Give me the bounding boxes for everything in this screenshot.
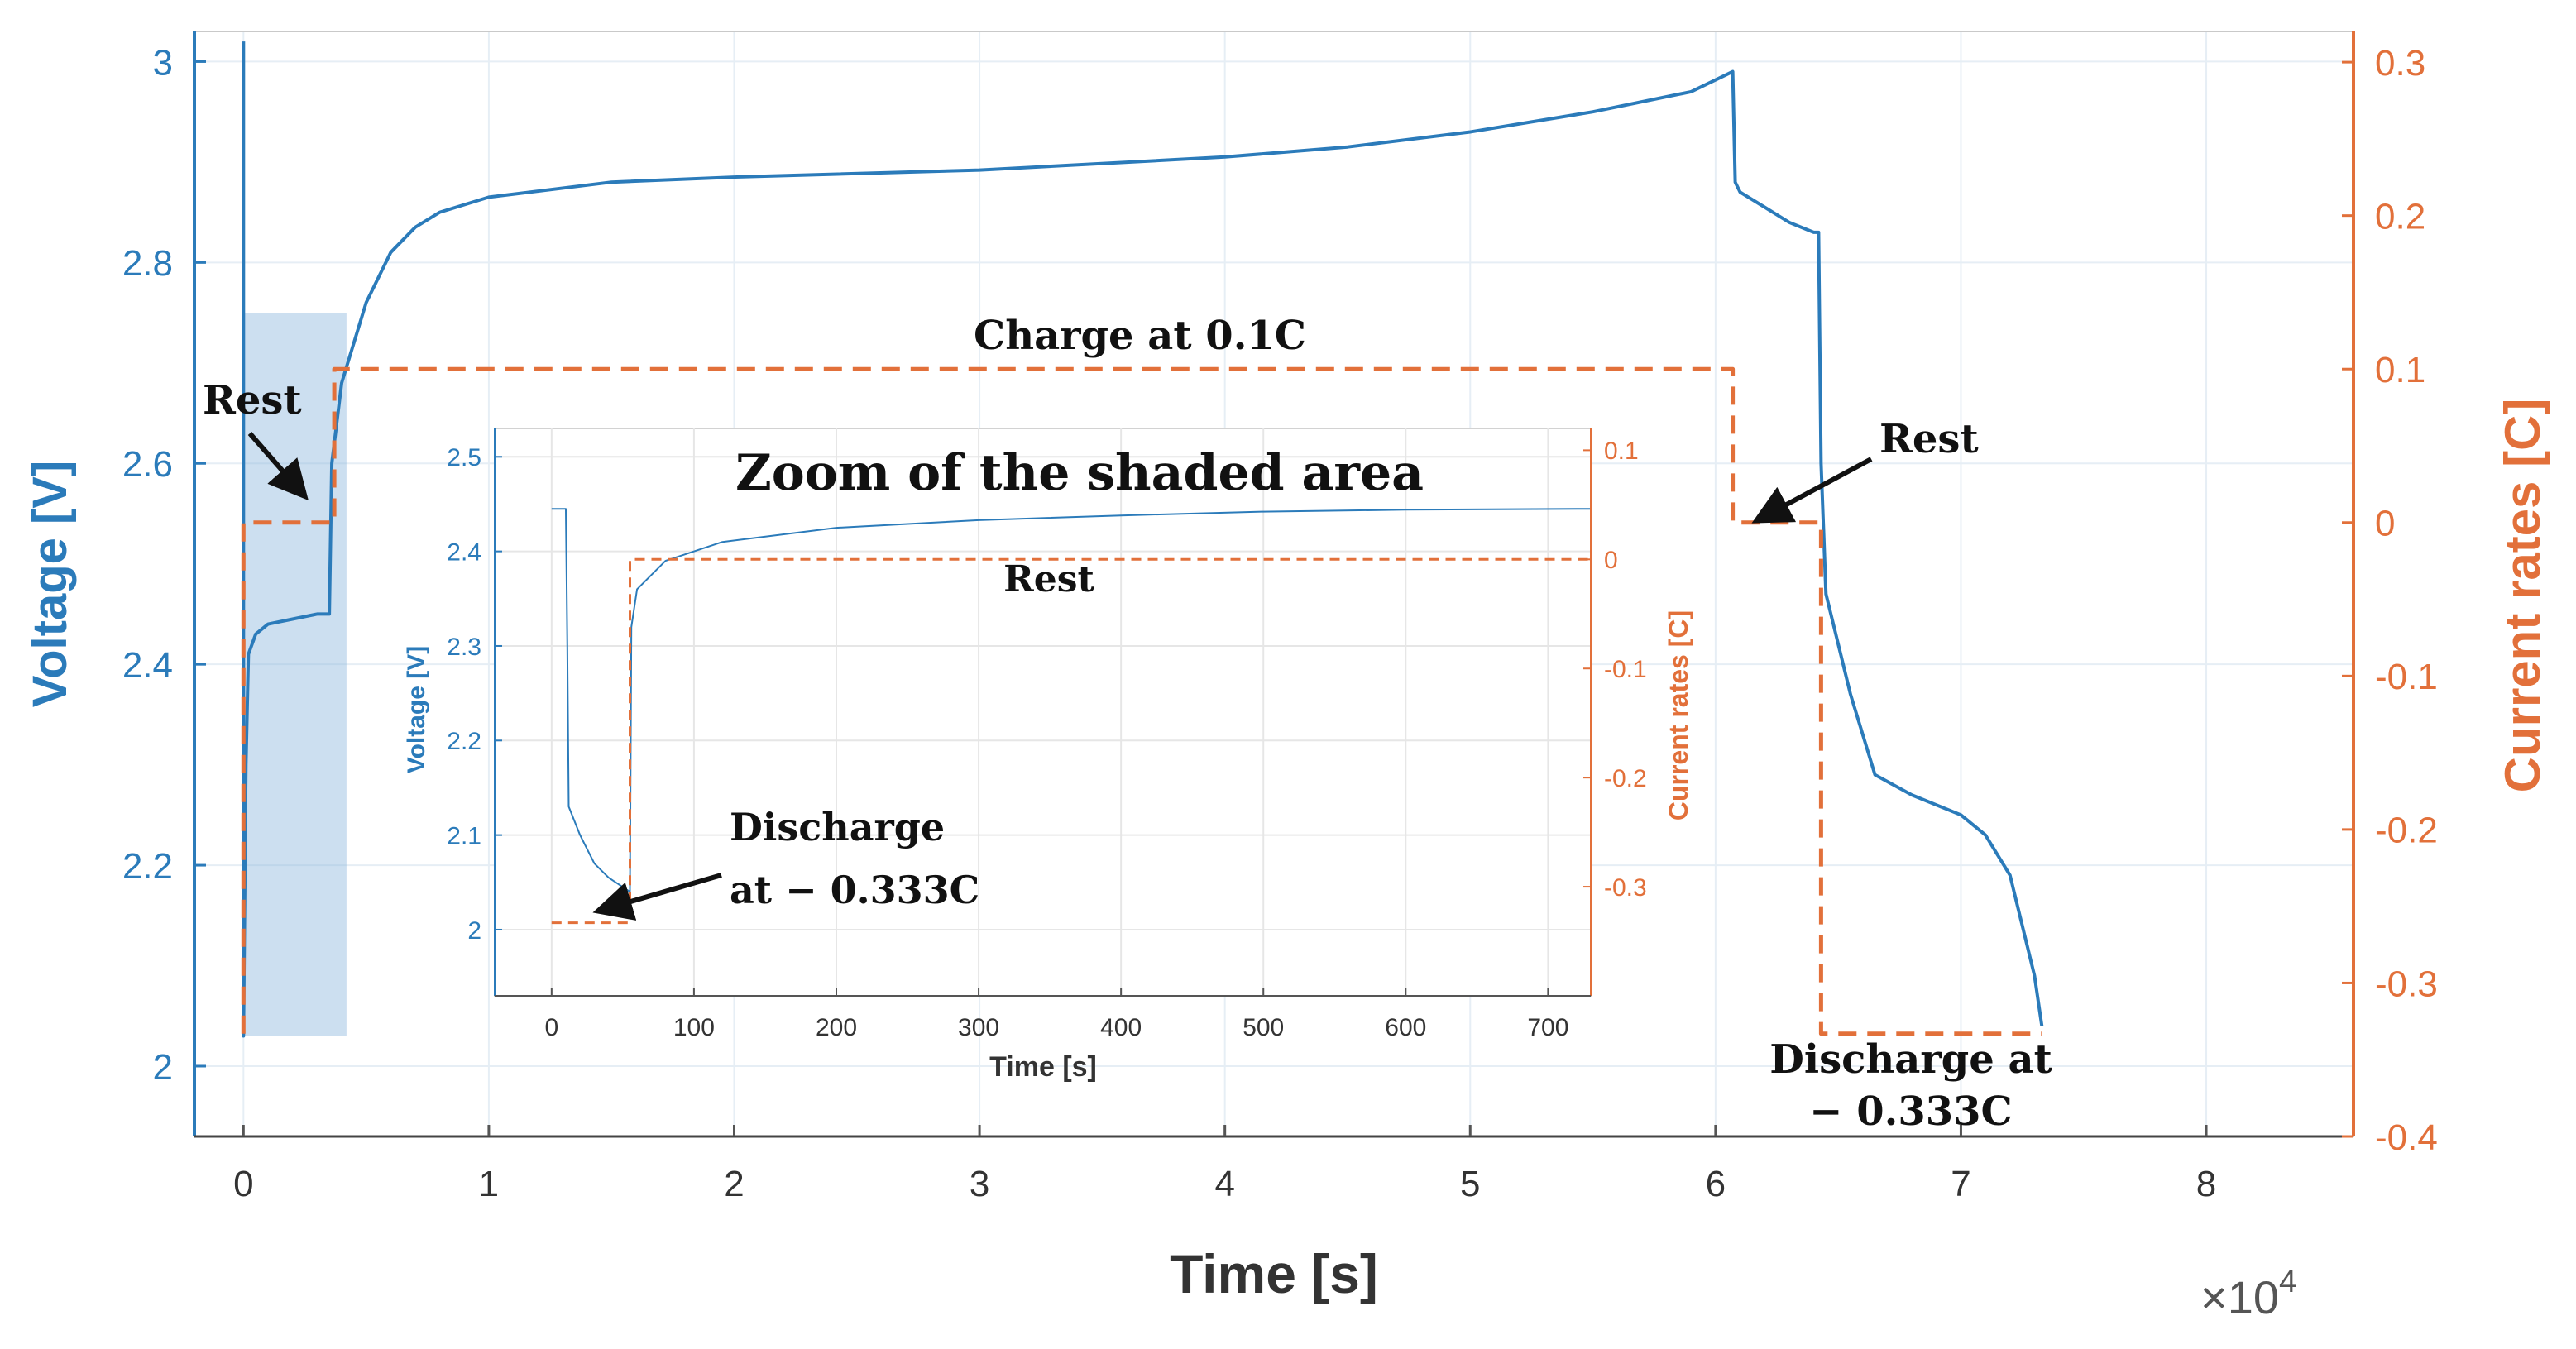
main-y-left-tick-label: 2.8 [122,243,173,284]
y-axis-right-title: Current rates [C] [2495,399,2550,793]
main-y-right-tick-label: 0.3 [2375,43,2425,84]
inset-x-title: Time [s] [989,1051,1097,1083]
inset-y-left-tick-label: 2.1 [447,822,481,849]
inset-x-tick-label: 600 [1385,1014,1426,1041]
inset-series-voltage [551,508,1592,893]
y-axis-left-title: Voltage [V] [23,461,77,708]
main-y-right-tick-label: 0.2 [2375,197,2425,237]
discharge-label-main-2: − 0.333C [1809,1088,2012,1135]
rest-arrow-left [247,432,309,501]
main-x-tick-label: 2 [724,1164,744,1204]
main-x-tick-label: 7 [1951,1164,1970,1204]
inset-y-right-tick-label: -0.2 [1604,765,1647,792]
shaded-area [243,313,347,1036]
main-y-right-tick-label: -0.3 [2375,964,2438,1004]
inset-y-right-tick-label: -0.3 [1604,874,1647,902]
main-series-current-rate [241,366,2042,1036]
main-x-tick-label: 6 [1706,1164,1726,1204]
inset-y-left-title: Voltage [V] [403,646,430,773]
inset-y-right-title: Current rates [C] [1664,610,1693,820]
inset-x-tick-label: 500 [1243,1014,1284,1041]
main-y-left-tick-label: 2.2 [122,846,173,887]
main-y-left-tick-label: 2 [153,1047,173,1088]
inset-y-right-tick-label: -0.1 [1604,656,1647,683]
x-multiplier: ×104 [2200,1265,2296,1323]
inset-x-tick-label: 700 [1527,1014,1568,1041]
inset-y-right-tick-label: 0 [1604,547,1618,574]
inset-title: Zoom of the shaded area [735,444,1424,502]
inset-x-tick-label: 400 [1100,1014,1142,1041]
main-y-right-tick-label: -0.1 [2375,657,2438,697]
main-y-right-tick-label: -0.2 [2375,811,2438,851]
inset-x-tick-label: 0 [544,1014,558,1041]
main-y-left-tick-label: 3 [153,42,173,83]
main-y-left-tick-label: 2.4 [122,645,173,686]
inset-discharge-arrow [592,873,722,921]
main-x-tick-label: 1 [479,1164,499,1204]
main-x-tick-label: 4 [1214,1164,1234,1204]
inset-x-tick-label: 200 [816,1014,857,1041]
inset-x-tick-label: 100 [673,1014,715,1041]
main-x-tick-label: 5 [1460,1164,1480,1204]
rest-label-right: Rest [1879,416,1979,462]
inset-series-current-rate [551,557,1591,925]
discharge-label-main-1: Discharge at [1769,1036,2052,1083]
rest-arrow-right [1751,457,1873,524]
charge-label: Charge at 0.1C [974,313,1306,359]
main-y-right-tick-label: 0 [2375,504,2395,544]
inset-x-tick-label: 300 [958,1014,999,1041]
inset-y-left-tick-label: 2.4 [447,538,481,566]
main-y-right-tick-label: 0.1 [2375,350,2425,390]
main-series-voltage [242,41,2044,1038]
inset-y-left-tick-label: 2.2 [447,728,481,755]
inset-y-left-tick-label: 2.3 [447,634,481,661]
inset-y-left-tick-label: 2.5 [447,444,481,471]
inset-y-right-tick-label: 0.1 [1604,438,1639,465]
inset-background [494,428,1592,997]
inset-chart: 0 100 200 300 400 500 600 700 2 2.1 2.2 2.3 2.4 2.5 -0… [403,428,1693,1083]
inset-discharge-label-1: Discharge [730,805,945,849]
main-y-left-tick-label: 2.6 [122,444,173,485]
main-y-right-tick-label: -0.4 [2375,1117,2438,1158]
x-axis-title: Time [s] [1170,1243,1378,1304]
inset-y-left-tick-label: 2 [467,917,481,945]
main-x-tick-label: 0 [233,1164,253,1204]
main-x-tick-label: 3 [970,1164,989,1204]
inset-discharge-label-2: at − 0.333C [730,868,979,912]
rest-label-left: Rest [203,377,302,423]
main-x-tick-label: 8 [2196,1164,2216,1204]
inset-rest-label: Rest [1003,558,1094,600]
